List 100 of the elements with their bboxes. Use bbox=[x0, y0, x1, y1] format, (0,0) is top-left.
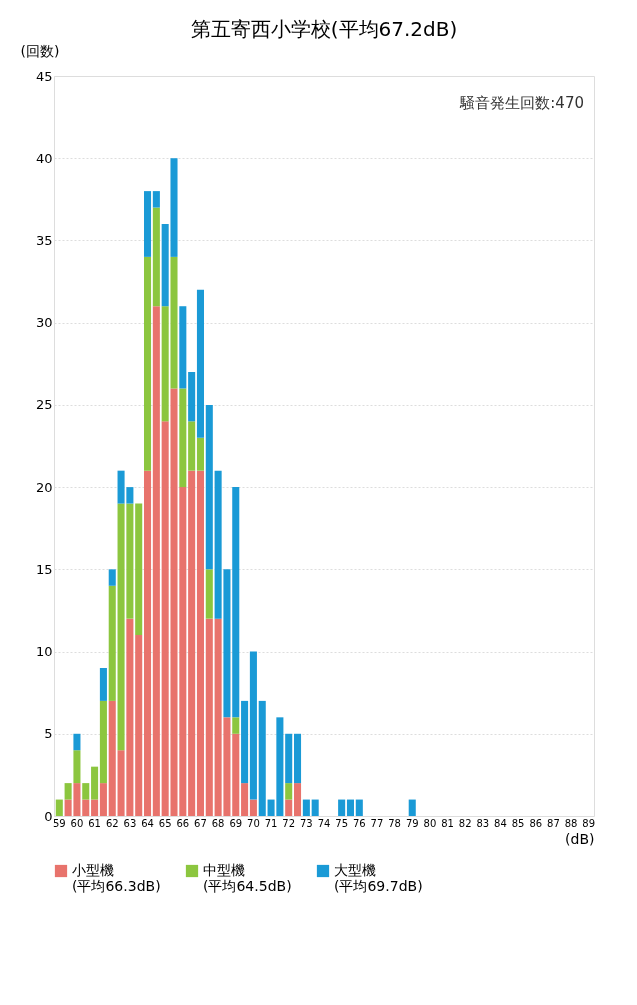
y-tick-label: 0 bbox=[44, 808, 53, 824]
bar bbox=[311, 799, 319, 816]
bar bbox=[188, 421, 196, 471]
x-tick-label: 78 bbox=[388, 817, 401, 829]
bar bbox=[285, 799, 293, 816]
x-tick-label: 87 bbox=[547, 817, 560, 829]
y-tick-label: 5 bbox=[44, 726, 53, 742]
bar bbox=[144, 191, 152, 257]
chart-title: 第五寄西小学校(平均67.2dB) bbox=[190, 17, 458, 41]
bar bbox=[302, 799, 310, 816]
bar bbox=[82, 783, 90, 800]
bar bbox=[73, 750, 81, 784]
bar bbox=[196, 289, 204, 438]
bar bbox=[205, 404, 213, 570]
x-tick-label: 66 bbox=[176, 817, 190, 829]
y-tick-label: 10 bbox=[35, 644, 53, 660]
bar bbox=[232, 733, 240, 816]
x-tick-label: 89 bbox=[582, 817, 596, 829]
bar bbox=[55, 799, 63, 816]
x-tick-label: 65 bbox=[158, 817, 172, 829]
x-tick-label: 70 bbox=[247, 817, 260, 829]
x-tick-label: 83 bbox=[476, 817, 490, 829]
bar bbox=[241, 783, 249, 816]
x-tick-label: 85 bbox=[511, 817, 525, 829]
bar bbox=[108, 569, 116, 586]
x-tick-label: 79 bbox=[405, 817, 419, 829]
legend-label: 中型機 (平均64.5dB) bbox=[203, 862, 292, 894]
bar bbox=[355, 799, 363, 816]
bar bbox=[64, 783, 72, 800]
x-tick-label: 77 bbox=[370, 817, 384, 829]
bar bbox=[258, 700, 266, 816]
bar bbox=[91, 766, 99, 800]
bar bbox=[188, 470, 196, 816]
x-tick-label: 74 bbox=[317, 817, 331, 829]
x-tick-label: 62 bbox=[105, 817, 119, 829]
bar bbox=[144, 256, 152, 471]
y-tick-label: 30 bbox=[35, 315, 53, 331]
bar bbox=[188, 372, 196, 422]
x-tick-label: 69 bbox=[229, 817, 243, 829]
x-tick-label: 60 bbox=[70, 817, 84, 829]
y-tick-label: 40 bbox=[35, 150, 53, 166]
bar bbox=[73, 733, 81, 751]
bar bbox=[232, 487, 240, 718]
x-tick-label: 71 bbox=[264, 817, 278, 829]
bar bbox=[205, 618, 213, 816]
legend-label: 大型機 (平均69.7dB) bbox=[334, 862, 423, 894]
bar bbox=[99, 668, 107, 701]
bar bbox=[196, 437, 204, 471]
y-tick-label: 25 bbox=[35, 397, 53, 413]
x-tick-label: 64 bbox=[141, 817, 154, 829]
bar bbox=[135, 503, 143, 636]
bar bbox=[135, 635, 143, 816]
x-tick-label: 76 bbox=[352, 817, 366, 829]
x-tick-label: 59 bbox=[52, 817, 66, 829]
bar bbox=[196, 470, 204, 816]
bar bbox=[99, 700, 107, 784]
x-tick-label: 67 bbox=[194, 817, 207, 829]
x-tick-label: 86 bbox=[529, 817, 543, 829]
x-tick-label: 84 bbox=[494, 817, 507, 829]
bar bbox=[249, 651, 257, 800]
annotation: 騒音発生回数:470 bbox=[459, 94, 584, 112]
x-tick-label: 61 bbox=[88, 817, 101, 829]
bar bbox=[232, 717, 240, 734]
bar bbox=[294, 733, 302, 784]
bar bbox=[82, 799, 90, 816]
legend-label: 小型機 (平均66.3dB) bbox=[72, 862, 161, 894]
x-tick-label: 68 bbox=[211, 817, 225, 829]
x-tick-label: 88 bbox=[564, 817, 578, 829]
x-tick-label: 82 bbox=[458, 817, 472, 829]
x-tick-label: 75 bbox=[335, 817, 349, 829]
bar bbox=[408, 799, 416, 816]
y-tick-label: 15 bbox=[35, 561, 53, 577]
bar bbox=[152, 207, 160, 307]
y-axis-title: (回数) bbox=[20, 42, 60, 59]
bar bbox=[144, 470, 152, 816]
bar bbox=[285, 783, 293, 800]
bar bbox=[338, 799, 346, 816]
x-tick-label: 80 bbox=[423, 817, 437, 829]
bar bbox=[179, 306, 187, 389]
x-tick-label: 81 bbox=[441, 817, 454, 829]
bar bbox=[152, 191, 160, 208]
bar bbox=[294, 783, 302, 816]
bar bbox=[108, 585, 116, 701]
y-tick-label: 45 bbox=[35, 68, 53, 84]
bar bbox=[205, 569, 213, 619]
x-tick-label: 63 bbox=[123, 817, 137, 829]
bar bbox=[152, 306, 160, 816]
bar bbox=[179, 388, 187, 488]
x-tick-label: 73 bbox=[299, 817, 313, 829]
bar bbox=[346, 799, 354, 816]
bar bbox=[99, 783, 107, 816]
bar bbox=[91, 799, 99, 816]
bar bbox=[108, 700, 116, 816]
y-tick-label: 20 bbox=[35, 479, 53, 495]
bar bbox=[249, 799, 257, 816]
x-tick-label: 72 bbox=[282, 817, 296, 829]
bar bbox=[285, 733, 293, 784]
y-tick-label: 35 bbox=[35, 232, 53, 248]
x-axis-title: (dB) bbox=[565, 830, 595, 847]
bar bbox=[241, 700, 249, 784]
